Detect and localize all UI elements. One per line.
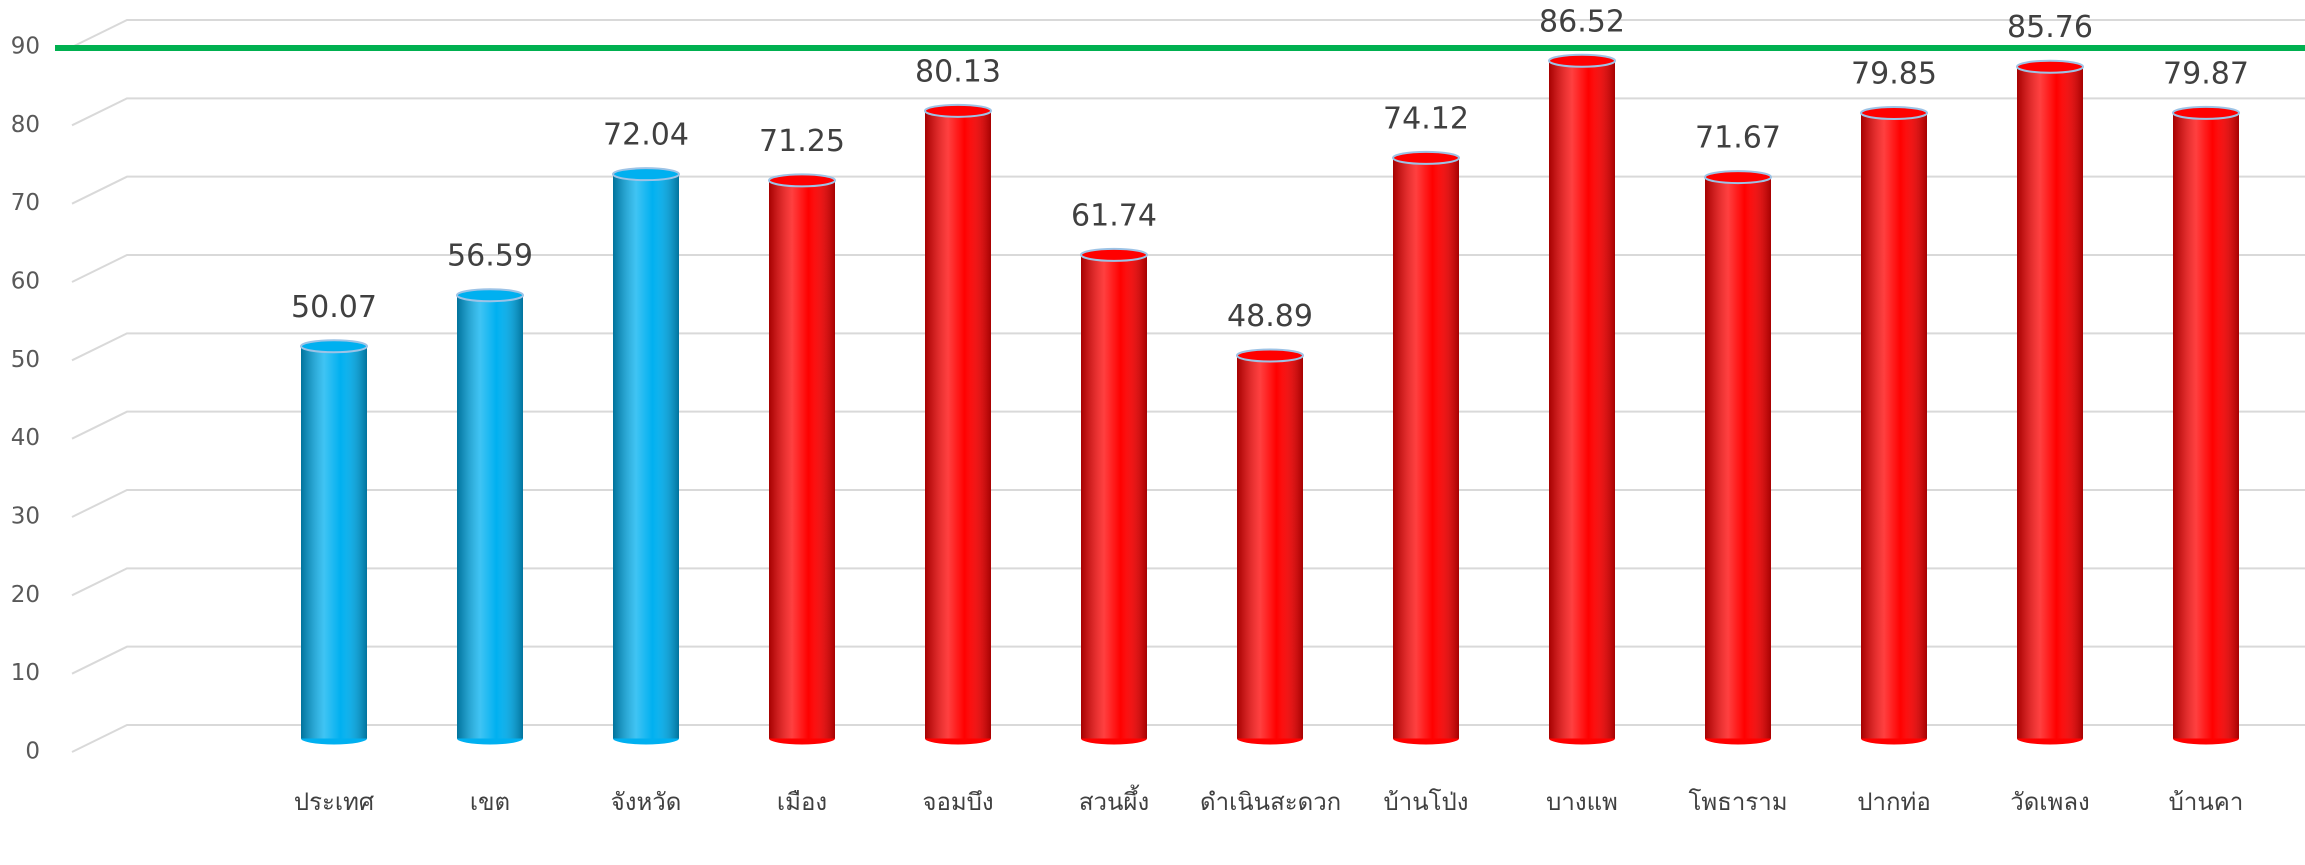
bar-top <box>1860 106 1928 121</box>
x-tick-label: วัดเพลง <box>2010 788 2090 816</box>
x-tick-label: เมือง <box>776 788 828 816</box>
y-tick-label: 40 <box>11 425 40 451</box>
value-label: 72.04 <box>603 118 689 153</box>
bar-bottom <box>301 738 367 745</box>
bar-bottom <box>1081 738 1147 745</box>
bar-shade <box>1549 60 1615 739</box>
y-tick-label: 70 <box>11 190 40 216</box>
y-tick-label: 20 <box>11 582 40 608</box>
bar-top <box>456 288 524 303</box>
x-tick-label: โพธาราม <box>1688 788 1788 816</box>
bar-shade <box>1705 177 1771 739</box>
x-tick-label: บางแพ <box>1546 788 1618 816</box>
bar-shade <box>1237 355 1303 739</box>
bar-bottom <box>1549 738 1615 745</box>
bar-top <box>924 103 992 118</box>
grid-line <box>71 567 2305 597</box>
y-tick-label: 0 <box>25 739 40 765</box>
bar-top <box>2172 105 2240 120</box>
y-tick-label: 30 <box>11 504 40 530</box>
bar-top <box>612 167 680 182</box>
x-tick-label: บ้านโป่ง <box>1383 788 1469 816</box>
value-label: 80.13 <box>915 54 1001 89</box>
bar-top <box>1236 348 1304 363</box>
value-label: 50.07 <box>291 290 377 325</box>
value-label: 79.85 <box>1851 57 1937 92</box>
grid-line <box>71 410 2305 440</box>
bar-bottom <box>1861 738 1927 745</box>
bar-shade <box>925 110 991 739</box>
y-tick-label: 50 <box>11 347 40 373</box>
x-tick-label: ประเทศ <box>293 788 375 816</box>
bar-shade <box>1861 113 1927 739</box>
bar-bottom <box>2173 738 2239 745</box>
bar-shade <box>301 346 367 739</box>
x-tick-label: จังหวัด <box>610 788 682 816</box>
value-label: 71.25 <box>759 124 845 159</box>
value-label: 61.74 <box>1071 198 1157 233</box>
bar-top <box>1548 53 1616 68</box>
y-tick-label: 90 <box>11 34 40 60</box>
grid-line <box>71 254 2305 283</box>
bar-top <box>1392 150 1460 165</box>
bar-bottom <box>769 738 835 745</box>
bar-bottom <box>2017 738 2083 745</box>
bar-top <box>768 173 836 188</box>
value-label: 85.76 <box>2007 10 2093 45</box>
x-tick-label: สวนผึ้ง <box>1078 788 1150 816</box>
x-tick-label: บ้านคา <box>2168 788 2244 816</box>
bar-shade <box>1393 157 1459 739</box>
grid-line <box>71 175 2305 205</box>
bar-bottom <box>613 738 679 745</box>
bar-bottom <box>1705 738 1771 745</box>
bar-bottom <box>1237 738 1303 745</box>
bar-bottom <box>925 738 991 745</box>
bar-shade <box>613 174 679 739</box>
bar-top <box>300 339 368 354</box>
y-tick-label: 60 <box>11 269 40 295</box>
bar-shade <box>457 295 523 739</box>
y-tick-label: 10 <box>11 660 40 686</box>
bar-top <box>1704 170 1772 185</box>
grid-line <box>71 332 2305 362</box>
bar-shade <box>1081 254 1147 739</box>
value-label: 56.59 <box>447 239 533 274</box>
x-tick-label: จอมบึง <box>922 788 994 816</box>
value-label: 71.67 <box>1695 121 1781 156</box>
bar-shade <box>2017 66 2083 739</box>
value-label: 74.12 <box>1383 101 1469 136</box>
x-tick-label: เขต <box>469 788 511 816</box>
value-label: 79.87 <box>2163 56 2249 91</box>
grid-line <box>71 97 2305 127</box>
bar-shade <box>769 180 835 739</box>
value-label: 48.89 <box>1227 299 1313 334</box>
bar-top <box>1080 247 1148 262</box>
grid-line <box>71 645 2305 675</box>
bar-top <box>2016 59 2084 74</box>
bar-bottom <box>457 738 523 745</box>
value-label: 86.52 <box>1539 4 1625 39</box>
grid-line <box>71 724 2305 753</box>
bar-bottom <box>1393 738 1459 745</box>
grid-line <box>71 19 2305 48</box>
y-tick-label: 80 <box>11 112 40 138</box>
grid-line <box>71 489 2305 518</box>
x-tick-label: ดำเนินสะดวก <box>1200 788 1342 816</box>
bar-shade <box>2173 112 2239 739</box>
x-tick-label: ปากท่อ <box>1857 788 1931 816</box>
